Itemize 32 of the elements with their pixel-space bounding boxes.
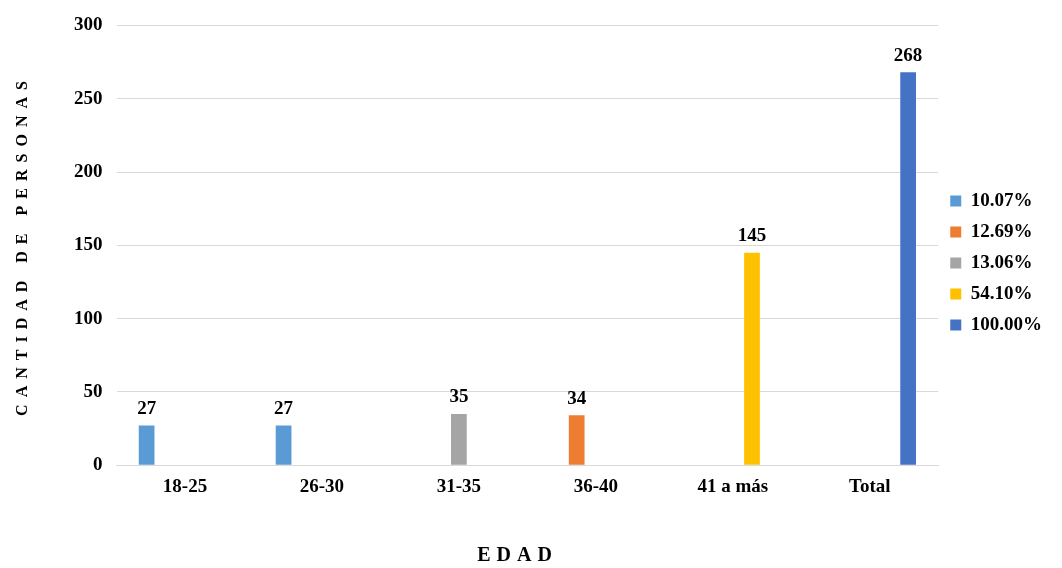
data-label: 27 <box>137 397 157 419</box>
x-tick-label: 41 a más <box>697 474 769 496</box>
x-tick-label: 26-30 <box>299 474 345 496</box>
y-tick-label: 100 <box>74 306 103 328</box>
x-tick-label: 36-40 <box>573 474 619 496</box>
y-tick-label: 150 <box>74 233 103 255</box>
bar <box>138 425 155 465</box>
bar <box>568 415 585 465</box>
bar <box>900 72 916 465</box>
y-tick-label: 200 <box>74 159 103 181</box>
legend-label: 10.07% <box>970 188 1033 210</box>
x-tick-label: Total <box>849 474 891 496</box>
x-axis-title: EDAD <box>476 543 559 566</box>
data-label: 35 <box>449 385 469 407</box>
data-label: 268 <box>893 43 923 65</box>
bar <box>275 425 292 465</box>
y-axis-title: CANTIDAD DE PERSONAS <box>13 74 31 416</box>
data-label: 27 <box>274 397 294 419</box>
bar <box>451 413 467 465</box>
data-label: 145 <box>737 224 767 246</box>
y-tick-label: 300 <box>74 13 103 35</box>
legend-label: 54.10% <box>970 281 1033 303</box>
y-tick-label: 250 <box>74 86 103 108</box>
bar <box>744 252 760 465</box>
data-label: 34 <box>567 386 587 408</box>
y-tick-label: 50 <box>83 379 103 401</box>
y-tick-label: 0 <box>93 453 103 475</box>
x-tick-label: 31-35 <box>436 474 482 496</box>
x-tick-label: 18-25 <box>162 474 208 496</box>
legend-label: 13.06% <box>970 250 1033 272</box>
legend-label: 12.69% <box>970 219 1033 241</box>
legend-label: 100.00% <box>970 312 1042 334</box>
